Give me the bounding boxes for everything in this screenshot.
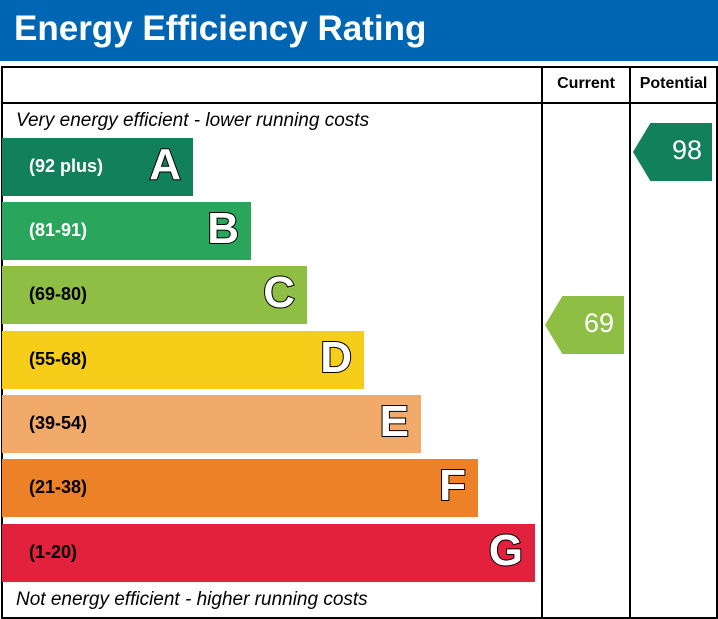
band-bar-b: (81-91) B (2, 202, 251, 260)
header-divider (1, 102, 718, 104)
band-range-label: (39-54) (29, 413, 88, 433)
band-bar-e: (39-54) E (2, 395, 421, 453)
band-range-label: (69-80) (29, 284, 88, 304)
top-note: Very energy efficient - lower running co… (16, 110, 370, 131)
band-letter: G (488, 525, 524, 576)
band-letter: C (262, 267, 296, 318)
band-letter: A (148, 139, 182, 190)
band-letter: D (319, 332, 353, 383)
bottom-note: Not energy efficient - higher running co… (16, 589, 368, 610)
band-bar-d: (55-68) D (2, 331, 364, 389)
band-range-label: (1-20) (29, 542, 78, 562)
band-range-label: (81-91) (29, 220, 88, 240)
potential-rating-arrow: 98 (633, 123, 712, 181)
band-letter: B (206, 203, 240, 254)
band-range-label: (55-68) (29, 349, 88, 369)
current-column-header: Current (557, 75, 615, 92)
column-divider (541, 66, 543, 619)
potential-rating-value: 98 (671, 135, 702, 165)
column-divider (629, 66, 631, 619)
band-letter: E (379, 396, 410, 447)
band-bar-g: (1-20) G (2, 524, 535, 582)
potential-column-header: Potential (639, 75, 708, 92)
band-bar-a: (92 plus) A (2, 138, 193, 196)
chart-title: Energy Efficiency Rating (14, 9, 427, 48)
current-rating-arrow: 69 (545, 296, 624, 354)
title-bar: Energy Efficiency Rating (0, 0, 718, 61)
band-range-label: (21-38) (29, 477, 88, 497)
band-range-label: (92 plus) (29, 156, 104, 176)
band-bar-c: (69-80) C (2, 266, 307, 324)
current-rating-value: 69 (583, 308, 614, 338)
band-letter: F (438, 460, 467, 511)
band-bar-f: (21-38) F (2, 459, 478, 517)
